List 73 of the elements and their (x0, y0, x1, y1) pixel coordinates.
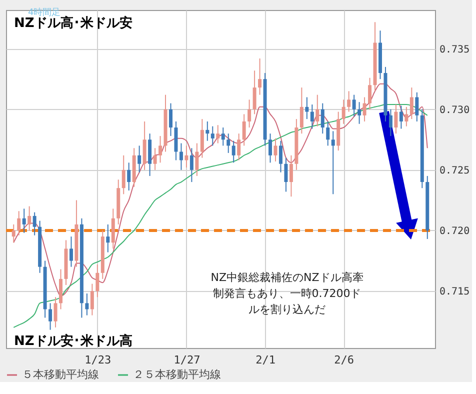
candlestick (216, 124, 220, 144)
candlestick (352, 94, 356, 118)
candlestick (242, 114, 246, 146)
candlestick (342, 99, 346, 124)
candlestick (258, 58, 262, 96)
candlestick (54, 296, 58, 328)
candlestick (394, 104, 398, 134)
candlestick (404, 106, 408, 127)
candlestick (17, 210, 21, 236)
candlestick (300, 87, 304, 134)
candlestick (206, 120, 210, 142)
x-tick-label: 1/23 (84, 354, 112, 366)
y-tick-label: 0.720 (440, 226, 470, 237)
candlestick (310, 104, 314, 130)
candlestick (326, 120, 330, 146)
candlestick (90, 283, 94, 316)
candlestick (347, 90, 351, 112)
candlestick (358, 102, 362, 124)
candlestick (399, 105, 403, 130)
candlestick (32, 212, 36, 236)
legend-label: ２５本移動平均線 (133, 368, 221, 381)
candlestick (153, 148, 157, 170)
candlestick (278, 140, 282, 173)
y-tick-label: 0.735 (440, 44, 470, 56)
annotation: NZドル高･米ドル安 (14, 15, 132, 31)
x-tick-label: 2/6 (334, 354, 354, 366)
y-tick-label: 0.730 (440, 104, 470, 116)
candlestick (28, 206, 32, 231)
y-tick-label: 0.715 (440, 286, 470, 298)
candlestick (122, 154, 126, 195)
candlestick (22, 208, 26, 234)
candlestick (184, 145, 188, 168)
candlestick (106, 224, 110, 253)
candlestick (368, 77, 372, 110)
candlestick (362, 96, 366, 122)
candlestick (195, 142, 199, 176)
candlestick (48, 302, 52, 330)
candlestick (226, 133, 230, 154)
candlestick (232, 140, 236, 164)
candlestick (320, 102, 324, 134)
candlestick (248, 99, 252, 128)
candlestick (410, 87, 414, 120)
candlestick (252, 70, 256, 115)
candlestick (179, 142, 183, 170)
candlestick (69, 236, 73, 268)
candlestick (316, 94, 320, 127)
candlestick (138, 145, 142, 173)
candlestick (415, 92, 419, 122)
candlestick (305, 96, 309, 120)
candlestick (190, 148, 194, 183)
candlestick (85, 292, 89, 316)
candlestick (388, 108, 392, 136)
candlestick (237, 133, 241, 161)
candlestick (284, 157, 288, 192)
candlestick (210, 126, 214, 146)
x-tick-label: 2/1 (256, 354, 276, 366)
candlestick (289, 154, 293, 198)
annotation: 4時間足 (28, 7, 61, 18)
candlestick (12, 224, 16, 244)
y-tick-label: 0.725 (440, 165, 470, 176)
candlestick (127, 162, 131, 192)
candlestick (96, 264, 100, 298)
candlestick (274, 138, 278, 162)
x-tick-label: 1/27 (174, 354, 200, 366)
legend-label: ５本移動平均線 (22, 368, 99, 381)
candlestick (168, 102, 172, 136)
candlestick (268, 133, 272, 164)
annotation: NZ中銀総裁補佐のNZドル高牽制発言もあり、一時0.7200ドルを割り込んだ (210, 271, 364, 316)
candlestick (221, 127, 225, 146)
candlestick (200, 118, 204, 158)
annotation: NZドル安･米ドル高 (14, 333, 132, 349)
candlestick (158, 135, 162, 164)
candlestick (331, 130, 335, 195)
